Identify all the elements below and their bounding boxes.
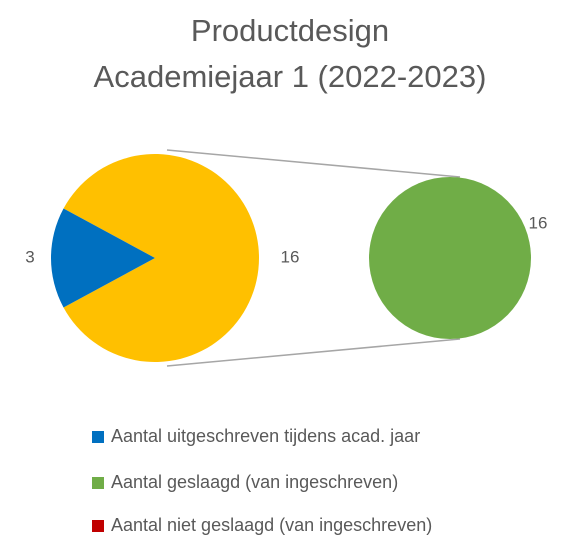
- pie-slice: [50, 208, 155, 308]
- legend-swatch: [92, 431, 104, 443]
- pie-slice: [63, 153, 259, 362]
- data-label: 16: [281, 247, 300, 266]
- data-label: 16: [529, 213, 548, 232]
- legend-label: Aantal geslaagd (van ingeschreven): [111, 472, 398, 492]
- chart-subtitle: Academiejaar 1 (2022-2023): [94, 59, 487, 94]
- connector-line: [166, 338, 461, 367]
- pie-slice: [369, 177, 531, 339]
- connector-line: [166, 149, 461, 178]
- chart-title: Productdesign: [191, 13, 389, 48]
- legend-label: Aantal niet geslaagd (van ingeschreven): [111, 515, 432, 535]
- legend-label: Aantal uitgeschreven tijdens acad. jaar: [111, 426, 420, 446]
- legend-swatch: [92, 520, 104, 532]
- legend-swatch: [92, 477, 104, 489]
- data-label: 3: [25, 247, 34, 266]
